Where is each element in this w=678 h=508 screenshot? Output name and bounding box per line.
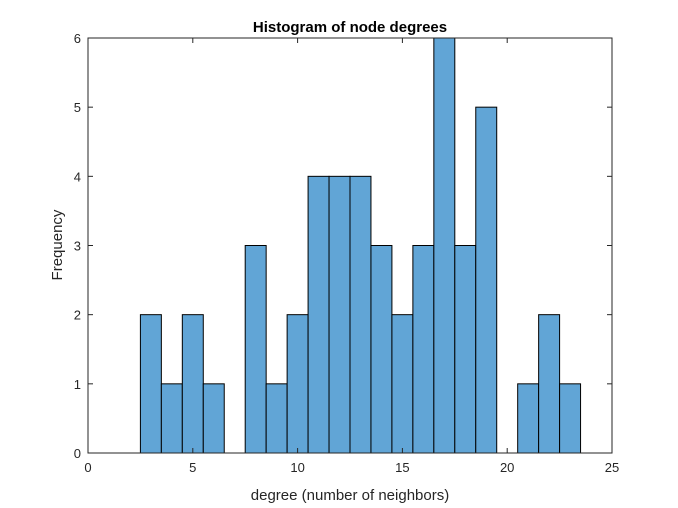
histogram-bar [370,245,393,454]
x-tick-label: 20 [500,460,514,475]
histogram-bar [286,314,309,454]
x-axis-label: degree (number of neighbors) [251,487,449,504]
histogram-bar [433,37,456,454]
histogram-bar [391,314,414,454]
y-tick-label: 6 [74,31,81,46]
histogram-bar [244,245,267,454]
y-tick-label: 3 [74,239,81,254]
histogram-bar [307,175,330,454]
x-tick-label: 5 [189,460,196,475]
x-tick-label: 15 [395,460,409,475]
y-tick-label: 5 [74,100,81,115]
chart-title: Histogram of node degrees [253,19,447,36]
y-axis-label: Frequency [49,209,66,280]
y-tick-label: 1 [74,377,81,392]
x-tick-label: 25 [605,460,619,475]
x-tick-label: 0 [84,460,91,475]
histogram-bar [181,314,204,454]
histogram-bar [517,383,540,454]
histogram-bar [475,106,498,454]
histogram-bar [559,383,582,454]
x-tick-label: 10 [290,460,304,475]
histogram-bar [328,175,351,454]
axes-box [87,37,613,454]
y-tick-label: 2 [74,308,81,323]
histogram-bar [265,383,288,454]
y-tick-label: 4 [74,169,81,184]
histogram-bar [538,314,561,454]
histogram-bar [160,383,183,454]
y-tick-label: 0 [74,446,81,461]
histogram-bar [412,245,435,454]
histogram-bar [454,245,477,454]
histogram-bar [139,314,162,454]
bars-group [139,37,582,454]
histogram-bar [202,383,225,454]
histogram-bar [349,175,372,454]
